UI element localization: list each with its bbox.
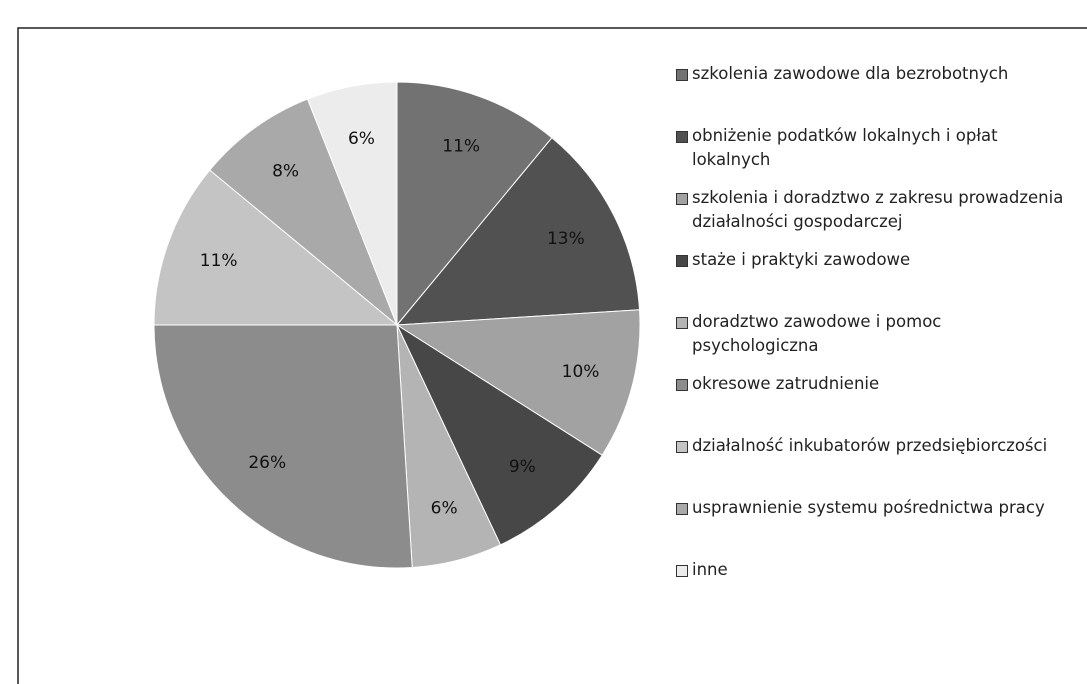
- pie-slice: [396, 81, 553, 327]
- legend-label: staże i praktyki zawodowe: [692, 250, 911, 269]
- data-label: 26%: [248, 453, 286, 473]
- legend-label: usprawnienie systemu pośrednictwa pracy: [692, 498, 1045, 517]
- legend-item: okresowe zatrudnienie: [676, 372, 1066, 434]
- pie-slice: [153, 169, 399, 326]
- pie-slice: [395, 323, 603, 546]
- pie-slice: [209, 98, 398, 326]
- data-label: 6%: [431, 499, 458, 519]
- legend-label: okresowe zatrudnienie: [692, 374, 880, 393]
- data-label: 9%: [509, 457, 536, 477]
- legend-swatch: [676, 565, 688, 577]
- legend-label: szkolenia zawodowe dla bezrobotnych: [692, 64, 1009, 83]
- legend-swatch: [676, 441, 688, 453]
- data-label: 10%: [562, 362, 600, 382]
- legend-swatch: [676, 317, 688, 329]
- legend: szkolenia zawodowe dla bezrobotnych obniż…: [676, 62, 1066, 620]
- data-label: 8%: [272, 162, 299, 182]
- legend-item: doradztwo zawodowe i pomoc psychologiczn…: [676, 310, 1066, 372]
- legend-label: obniżenie podatków lokalnych i opłat lok…: [692, 126, 998, 169]
- pie-slice: [395, 309, 641, 456]
- legend-item: obniżenie podatków lokalnych i opłat lok…: [676, 124, 1066, 186]
- legend-swatch: [676, 131, 688, 143]
- legend-item: szkolenia zawodowe dla bezrobotnych: [676, 62, 1066, 124]
- pie-slice: [395, 137, 641, 326]
- legend-label: doradztwo zawodowe i pomoc psychologiczn…: [692, 312, 942, 355]
- chart-border: [17, 27, 1087, 684]
- legend-item: staże i praktyki zawodowe: [676, 248, 1066, 310]
- legend-swatch: [676, 255, 688, 267]
- legend-label: szkolenia i doradztwo z zakresu prowadze…: [692, 188, 1064, 231]
- data-label: 11%: [442, 137, 480, 157]
- legend-swatch: [676, 503, 688, 515]
- legend-item: szkolenia i doradztwo z zakresu prowadze…: [676, 186, 1066, 248]
- legend-swatch: [676, 379, 688, 391]
- data-label: 6%: [348, 129, 375, 149]
- legend-item: usprawnienie systemu pośrednictwa pracy: [676, 496, 1066, 558]
- pie-slice: [153, 324, 413, 569]
- legend-item: inne: [676, 558, 1066, 620]
- legend-swatch: [676, 193, 688, 205]
- legend-swatch: [676, 69, 688, 81]
- data-label: 13%: [547, 229, 585, 249]
- data-label: 11%: [200, 251, 238, 271]
- legend-label: działalność inkubatorów przedsiębiorczoś…: [692, 436, 1048, 455]
- legend-label: inne: [692, 560, 728, 579]
- legend-item: działalność inkubatorów przedsiębiorczoś…: [676, 434, 1066, 496]
- pie-slice: [306, 81, 398, 326]
